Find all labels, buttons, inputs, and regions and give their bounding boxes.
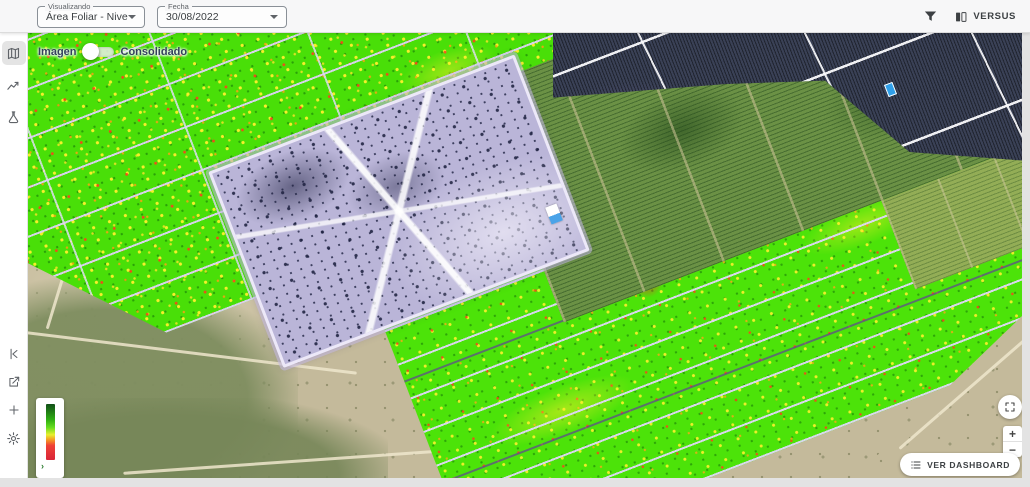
filter-button[interactable] bbox=[921, 7, 940, 26]
sidebar-bottom-group bbox=[2, 338, 26, 478]
zoom-out-button[interactable]: − bbox=[1003, 442, 1022, 457]
list-icon bbox=[911, 460, 921, 469]
legend-gradient-bar bbox=[45, 404, 55, 460]
open-external-button[interactable] bbox=[2, 370, 26, 394]
map-view-button[interactable] bbox=[1, 41, 26, 65]
settings-button[interactable] bbox=[2, 426, 26, 450]
add-button[interactable] bbox=[2, 398, 26, 422]
switch-track bbox=[83, 46, 114, 57]
filter-funnel-icon bbox=[925, 11, 937, 21]
caret-down-icon bbox=[270, 15, 278, 19]
ver-dashboard-button[interactable]: VER DASHBOARD bbox=[900, 453, 1020, 476]
toolbar-right-group: VERSUS bbox=[921, 0, 1020, 33]
collapse-panel-button[interactable] bbox=[2, 342, 26, 366]
left-sidebar bbox=[0, 10, 28, 478]
ver-dashboard-label: VER DASHBOARD bbox=[927, 459, 1010, 470]
compare-panels-icon bbox=[956, 11, 967, 22]
visualizando-select[interactable]: Visualizando Área Foliar - Nivel Planta bbox=[37, 2, 145, 28]
gear-icon bbox=[7, 431, 20, 445]
toggle-right-label[interactable]: Consolidado bbox=[120, 45, 188, 58]
experiments-button[interactable] bbox=[2, 105, 26, 129]
ndvi-legend: › bbox=[36, 398, 64, 478]
expand-corners-icon bbox=[1005, 402, 1015, 412]
fecha-select-value: 30/08/2022 bbox=[166, 11, 219, 23]
visualizando-select-value: Área Foliar - Nivel Planta bbox=[46, 11, 128, 23]
charts-button[interactable] bbox=[2, 73, 26, 97]
map-zoom-control: + − bbox=[1003, 426, 1022, 457]
legend-expand-chevron[interactable]: › bbox=[41, 461, 44, 471]
layer-toggle-control: Imagen Consolidado bbox=[38, 43, 188, 60]
fecha-select-label: Fecha bbox=[165, 2, 192, 11]
recenter-expand-button[interactable] bbox=[998, 395, 1022, 419]
versus-button[interactable]: VERSUS bbox=[950, 8, 1020, 26]
versus-button-label: VERSUS bbox=[973, 11, 1016, 22]
visualizando-select-label: Visualizando bbox=[45, 2, 94, 11]
switch-knob bbox=[81, 43, 99, 60]
collapse-left-icon bbox=[10, 348, 17, 360]
image-consolidated-switch[interactable] bbox=[81, 43, 114, 60]
map-canvas[interactable]: Imagen Consolidado › + − bbox=[28, 33, 1022, 478]
fecha-select[interactable]: Fecha 30/08/2022 bbox=[157, 2, 287, 28]
line-chart-icon bbox=[7, 81, 19, 90]
flask-icon bbox=[8, 110, 19, 123]
top-toolbar: Visualizando Área Foliar - Nivel Planta … bbox=[0, 0, 1030, 33]
zoom-in-button[interactable]: + bbox=[1003, 426, 1022, 442]
open-in-new-icon bbox=[8, 376, 19, 387]
map-icon bbox=[7, 47, 20, 59]
plus-icon bbox=[8, 405, 19, 415]
toggle-left-label[interactable]: Imagen bbox=[38, 45, 77, 58]
caret-down-icon bbox=[128, 15, 136, 19]
terrain-olive-field bbox=[28, 398, 388, 478]
